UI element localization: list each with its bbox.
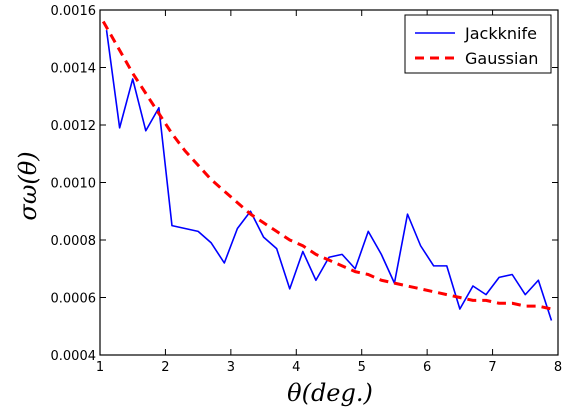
series-line-jackknife [105, 30, 553, 321]
y-tick-label: 0.0012 [51, 119, 97, 134]
legend: Jackknife Gaussian [404, 14, 552, 74]
series-line-gaussian [101, 20, 552, 311]
x-tick-label: 5 [358, 360, 366, 375]
plot-layer [101, 20, 553, 321]
legend-label-jackknife: Jackknife [464, 24, 537, 43]
x-tick-label: 2 [161, 360, 169, 375]
axes-layer: 1 2 3 4 5 6 7 8 0.0004 0.0006 0.0008 0.0010 0.0012 0.… [51, 4, 563, 375]
y-axis-label: σω(θ) [14, 151, 42, 220]
x-tick-label: 4 [292, 360, 300, 375]
x-tick-label: 8 [554, 360, 562, 375]
x-tick-label: 1 [96, 360, 104, 375]
x-axis-label: θ(deg.) [287, 379, 373, 407]
y-tick-label: 0.0008 [51, 234, 97, 249]
y-tick-label: 0.0004 [51, 349, 97, 364]
y-tick-label: 0.0006 [51, 292, 97, 307]
y-tick-label: 0.0016 [51, 4, 97, 19]
x-tick-label: 7 [488, 360, 496, 375]
x-tick-label: 3 [227, 360, 235, 375]
y-tick-label: 0.0010 [51, 177, 97, 192]
legend-box [404, 14, 552, 74]
legend-label-gaussian: Gaussian [465, 49, 538, 68]
y-tick-label: 0.0014 [51, 62, 97, 77]
x-tick-label: 6 [423, 360, 431, 375]
